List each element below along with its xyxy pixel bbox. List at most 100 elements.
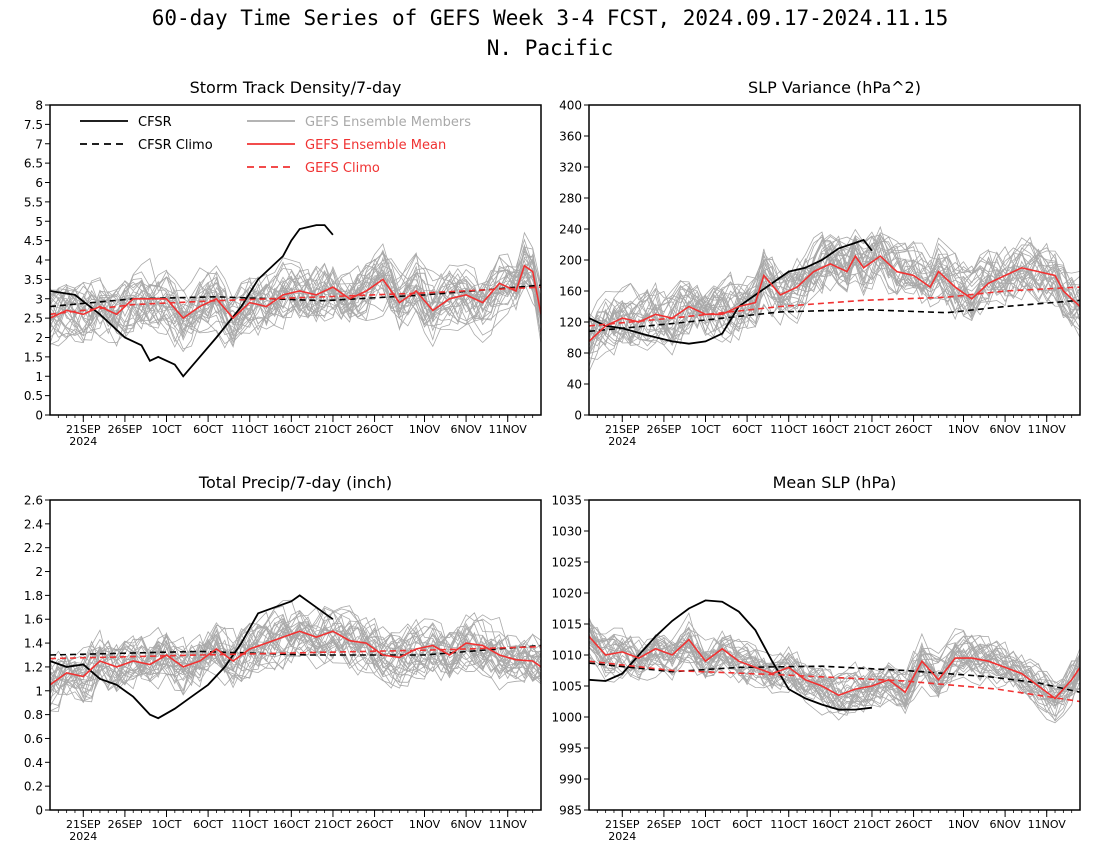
x-tick-label: 26OCT [356,423,393,436]
series-gefs_climo [589,660,1080,703]
y-tick-label: 2.4 [24,517,43,531]
series-cfsr_climo [589,299,1080,333]
y-tick-label: 995 [559,742,582,756]
panel-title: Mean SLP (hPa) [773,473,897,492]
ensemble-member-line [50,622,541,695]
x-tick-label: 6NOV [450,423,482,436]
y-tick-label: 80 [567,347,582,361]
panel-title: Storm Track Density/7-day [190,78,402,97]
legend-label: GEFS Ensemble Members [305,115,471,130]
x-tick-label: 11NOV [1028,423,1067,436]
x-tick-label: 1OCT [690,423,720,436]
y-tick-label: 2.5 [24,312,43,326]
y-tick-label: 1035 [551,494,582,508]
plot-area [589,599,1080,724]
x-tick-label: 16OCT [273,818,310,831]
series-cfsr_climo [50,644,541,656]
figure-title: 60-day Time Series of GEFS Week 3-4 FCST… [151,6,949,30]
x-tick-label: 16OCT [812,818,849,831]
x-tick-label: 16OCT [812,423,849,436]
ensemble-member-line [50,605,541,707]
x-tick-label: 26SEP [647,423,682,436]
y-tick-label: 0.5 [24,389,43,403]
x-tick-label: 11OCT [231,423,268,436]
panel-2: SLP Variance (hPa^2) 0 40 80 120 160 200 240 280… [559,78,1081,448]
y-tick-label: 5 [35,215,43,229]
y-tick-label: 200 [559,254,582,268]
x-tick-label: 26OCT [895,423,932,436]
y-tick-label: 1.8 [24,589,43,603]
y-tick-label: 360 [559,130,582,144]
series-gefs_mean [589,254,1080,342]
y-tick-label: 1015 [551,618,582,632]
panel-title: SLP Variance (hPa^2) [748,78,921,97]
x-tick-label: 1NOV [409,818,441,831]
y-tick-label: 2 [35,331,43,345]
x-tick-label: 26OCT [895,818,932,831]
y-tick-label: 1005 [551,680,582,694]
y-tick-label: 120 [559,316,582,330]
y-tick-label: 3 [35,292,43,306]
ensemble-member-line [589,234,1080,351]
ensemble-member-line [589,634,1080,711]
ensemble-member-line [589,231,1080,372]
x-tick-label: 21SEP [66,423,101,436]
series-gefs_mean [50,630,541,686]
x-tick-label: 1OCT [151,423,181,436]
ensemble-member-line [50,609,541,696]
y-tick-label: 1030 [551,525,582,539]
series-cfsr [589,238,873,345]
ensemble-member-line [589,236,1080,347]
ensemble-member-line [50,249,541,330]
series-cfsr [50,594,334,720]
plot-area [589,225,1080,372]
y-tick-label: 0 [35,804,43,818]
y-tick-label: 2.2 [24,541,43,555]
y-tick-label: 7 [35,137,43,151]
x-tick-label: 21OCT [314,423,351,436]
series-gefs_climo [50,286,541,316]
y-tick-label: 1 [35,684,43,698]
y-tick-label: 7.5 [24,118,43,132]
panel-title: Total Precip/7-day (inch) [198,473,392,492]
y-tick-label: 0.4 [24,756,43,770]
ensemble-member-line [50,253,541,344]
ensemble-member-line [589,247,1080,344]
ensemble-member-line [50,623,541,689]
x-tick-label: 21OCT [314,818,351,831]
y-tick-label: 985 [559,804,582,818]
x-tick-label: 26SEP [108,818,143,831]
plot-area [50,594,541,720]
y-tick-label: 280 [559,192,582,206]
ensemble-member-line [589,232,1080,347]
x-tick-label: 21OCT [853,818,890,831]
legend-label: GEFS Ensemble Mean [305,138,446,153]
x-tick-label: 11OCT [231,818,268,831]
ensemble-member-line [50,257,541,348]
y-tick-label: 0.6 [24,732,43,746]
y-tick-label: 1.2 [24,660,43,674]
x-tick-label: 6OCT [193,423,223,436]
y-tick-label: 0 [35,409,43,423]
y-tick-label: 1 [35,370,43,384]
y-tick-label: 40 [567,378,582,392]
x-year-label: 2024 [69,830,97,843]
panel-3: Total Precip/7-day (inch)00.20.40.60.811… [24,473,542,843]
y-tick-label: 1020 [551,587,582,601]
x-tick-label: 6OCT [732,818,762,831]
x-tick-label: 26OCT [356,818,393,831]
x-tick-label: 21SEP [605,423,640,436]
panel-1: Storm Track Density/7-day 0 0.5 1 1.5 2 2.5 3 3.… [24,78,542,448]
ensemble-member-line [589,235,1080,345]
y-tick-label: 0.2 [24,780,43,794]
ensemble-member-line [589,622,1080,713]
x-tick-label: 21SEP [66,818,101,831]
x-tick-label: 26SEP [647,818,682,831]
y-tick-label: 1010 [551,649,582,663]
ensemble-member-line [50,263,541,339]
y-tick-label: 2.6 [24,494,43,508]
ensemble-member-line [589,612,1080,704]
x-tick-label: 6OCT [732,423,762,436]
ensemble-members [589,225,1080,372]
